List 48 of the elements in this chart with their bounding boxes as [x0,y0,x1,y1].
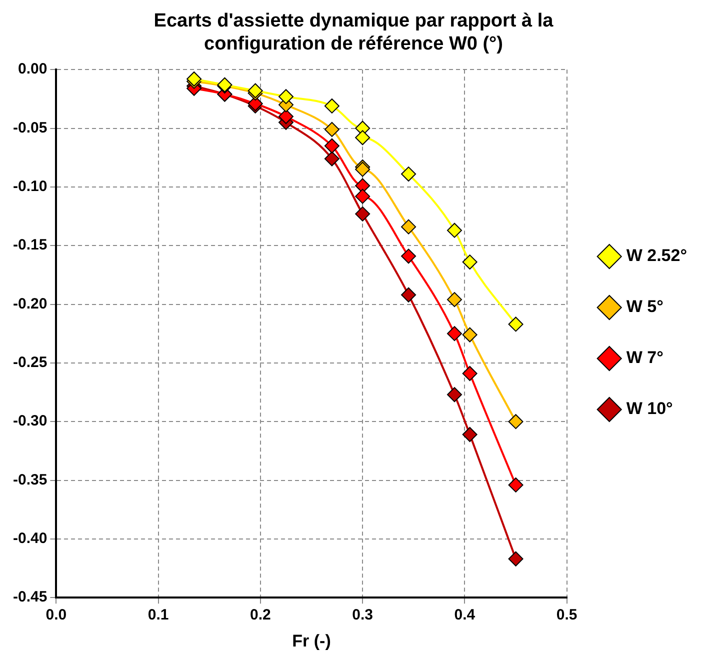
legend-label: W 10° [626,399,674,418]
point [462,366,478,381]
point [401,166,416,182]
y-tick-label: -0.40 [12,530,48,548]
point [355,188,370,204]
y-tick-label: -0.10 [12,178,48,196]
y-tick-label: -0.15 [12,236,48,254]
point [401,287,416,302]
x-tick-label: 0.5 [556,606,578,624]
point [508,316,524,332]
point [401,219,416,234]
point [355,178,370,194]
legend-label: W 2.52° [626,246,688,266]
chart-title: Ecarts d'assiette dynamique par rapport à la configuration de référence W0 (°) [154,10,554,54]
point [462,327,478,342]
x-axis-title: Fr (-) [292,631,331,650]
legend-label: W 7° [626,348,664,368]
y-tick-label: -0.25 [12,354,48,372]
point [462,427,478,442]
x-tick-label: 0.2 [250,606,271,624]
y-tick-label: -0.45 [12,588,48,606]
legend-label: W 5° [626,297,664,316]
y-tick-label: -0.35 [12,471,48,488]
point [508,551,524,566]
point [324,151,340,166]
point [447,292,462,308]
point [324,138,340,154]
x-tick-label: 0.0 [46,606,67,624]
point [447,326,462,342]
x-tick-label: 0.1 [148,606,169,624]
point [508,477,524,492]
point [355,206,370,222]
x-tick-label: 0.4 [454,606,476,624]
point [462,254,478,270]
y-tick-label: -0.05 [12,119,48,136]
point [278,109,294,124]
x-tick-label: 0.3 [352,606,374,624]
point [508,414,524,430]
y-tick-label: -0.30 [12,412,48,430]
point [447,222,462,238]
point [278,89,294,104]
point [324,122,340,137]
point [447,387,462,402]
point [401,248,416,264]
point [355,130,370,146]
point [324,98,340,114]
y-tick-label: 0.00 [18,60,48,78]
y-tick-label: -0.20 [12,295,48,312]
